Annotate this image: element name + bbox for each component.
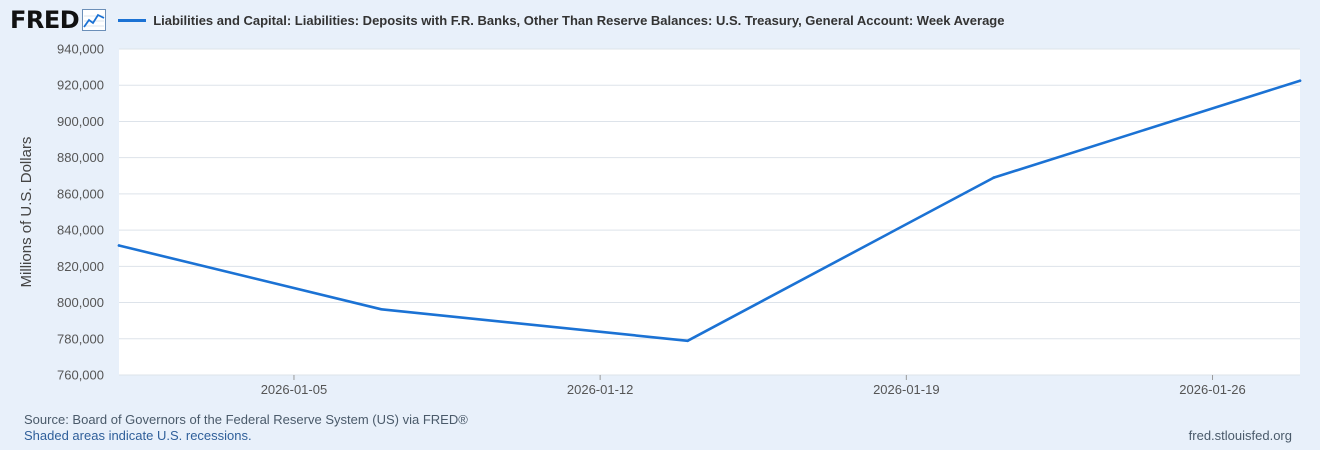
grid-lines — [119, 48, 1300, 376]
data-point — [686, 339, 689, 343]
legend-swatch — [118, 18, 147, 22]
chart-footer: Source: Board of Governors of the Federa… — [24, 412, 468, 444]
data-point — [380, 307, 383, 311]
y-tick-label: 940,000 — [57, 42, 104, 57]
y-tick-label: 800,000 — [57, 295, 104, 310]
legend-label: Liabilities and Capital: Liabilities: De… — [153, 12, 1005, 28]
y-tick-label: 900,000 — [57, 114, 104, 129]
y-tick-label: 840,000 — [57, 223, 104, 238]
y-tick-label: 760,000 — [57, 368, 104, 383]
recession-note: Shaded areas indicate U.S. recessions. — [24, 428, 252, 443]
x-axis: 2026-01-05 2026-01-12 2026-01-19 2026-01-26 — [261, 375, 1246, 397]
series-group — [117, 79, 1302, 343]
chart-header: FRED Liabilities and Capital: Liabilitie… — [10, 6, 1004, 34]
y-tick-label: 880,000 — [57, 150, 104, 165]
x-tick-label: 2026-01-26 — [1179, 382, 1246, 397]
fred-logo[interactable]: FRED — [10, 6, 80, 34]
data-point — [1298, 79, 1302, 82]
x-tick-label: 2026-01-05 — [261, 382, 328, 397]
y-tick-label: 920,000 — [57, 78, 104, 93]
data-point — [992, 176, 996, 179]
y-tick-label: 820,000 — [57, 259, 104, 274]
x-tick-label: 2026-01-19 — [873, 382, 940, 397]
data-point — [117, 244, 121, 247]
source-note: Source: Board of Governors of the Federa… — [24, 412, 468, 427]
chart-legend: Liabilities and Capital: Liabilities: De… — [118, 13, 1004, 28]
y-tick-label: 780,000 — [57, 331, 104, 346]
plot-area — [119, 49, 1300, 375]
y-axis-label: Millions of U.S. Dollars — [18, 137, 35, 288]
y-tick-label: 860,000 — [57, 186, 104, 201]
line-chart-icon — [82, 9, 107, 31]
site-link[interactable]: fred.stlouisfed.org — [1188, 428, 1292, 443]
y-axis: 760,000 780,000 800,000 820,000 840,000 860,0… — [57, 42, 104, 383]
x-tick-label: 2026-01-12 — [567, 382, 634, 397]
